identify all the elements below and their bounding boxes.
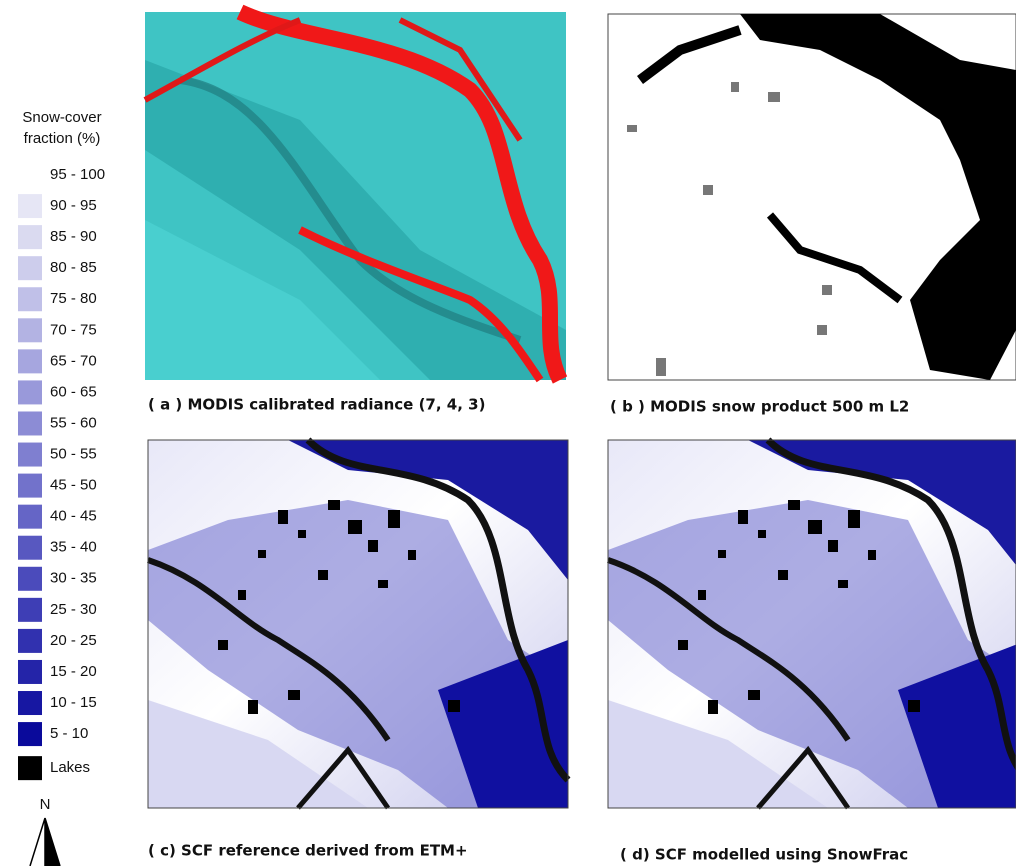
legend-swatch bbox=[18, 597, 42, 622]
legend-label: 90 - 95 bbox=[50, 197, 97, 214]
legend-label: 50 - 55 bbox=[50, 446, 97, 463]
legend-label: 10 - 15 bbox=[50, 694, 97, 711]
map-c bbox=[148, 440, 568, 808]
legend-label: 20 - 25 bbox=[50, 632, 97, 649]
legend-swatch bbox=[18, 380, 42, 405]
legend-swatch bbox=[18, 756, 42, 781]
legend-swatch bbox=[18, 535, 42, 560]
legend-label: 5 - 10 bbox=[50, 725, 88, 742]
caption: ( c) SCF reference derived from ETM+ bbox=[148, 842, 468, 860]
north-label: N bbox=[40, 796, 51, 813]
legend-label: 15 - 20 bbox=[50, 663, 97, 680]
legend-swatch bbox=[18, 628, 42, 653]
legend-label: 85 - 90 bbox=[50, 228, 97, 245]
legend-label: 60 - 65 bbox=[50, 383, 97, 400]
legend-label: 40 - 45 bbox=[50, 508, 97, 525]
legend-swatch bbox=[18, 194, 42, 219]
caption: ( a ) MODIS calibrated radiance (7, 4, 3… bbox=[148, 396, 485, 414]
north-arrow-fill bbox=[45, 818, 60, 866]
legend-title: fraction (%) bbox=[24, 130, 101, 147]
legend-swatch bbox=[18, 722, 42, 747]
legend-swatch bbox=[18, 225, 42, 250]
legend-label: 80 - 85 bbox=[50, 259, 97, 276]
legend-swatch bbox=[18, 566, 42, 591]
legend-swatch bbox=[18, 349, 42, 374]
legend-swatch bbox=[18, 287, 42, 312]
legend-swatch bbox=[18, 256, 42, 281]
legend-swatch bbox=[18, 659, 42, 684]
legend-label: 30 - 35 bbox=[50, 570, 97, 587]
legend-label: 45 - 50 bbox=[50, 477, 97, 494]
legend-swatch bbox=[18, 318, 42, 343]
caption: ( b ) MODIS snow product 500 m L2 bbox=[610, 398, 909, 416]
legend-label: Lakes bbox=[50, 759, 90, 776]
legend-label: 75 - 80 bbox=[50, 290, 97, 307]
legend-swatch bbox=[18, 691, 42, 716]
map-a bbox=[143, 4, 568, 384]
legend-swatch bbox=[18, 504, 42, 529]
legend-swatch bbox=[18, 163, 42, 187]
legend-label: 95 - 100 bbox=[50, 166, 105, 183]
legend-label: 65 - 70 bbox=[50, 352, 97, 369]
legend-title: Snow-cover bbox=[22, 109, 101, 126]
map-d bbox=[608, 440, 1016, 808]
legend-label: 70 - 75 bbox=[50, 321, 97, 338]
map-b bbox=[607, 13, 1016, 381]
legend-swatch bbox=[18, 473, 42, 498]
legend-label: 35 - 40 bbox=[50, 539, 97, 556]
legend-label: 25 - 30 bbox=[50, 601, 97, 618]
caption: ( d) SCF modelled using SnowFrac bbox=[620, 846, 908, 864]
legend-label: 55 - 60 bbox=[50, 414, 97, 431]
legend-swatch bbox=[18, 442, 42, 467]
legend-swatch bbox=[18, 411, 42, 436]
